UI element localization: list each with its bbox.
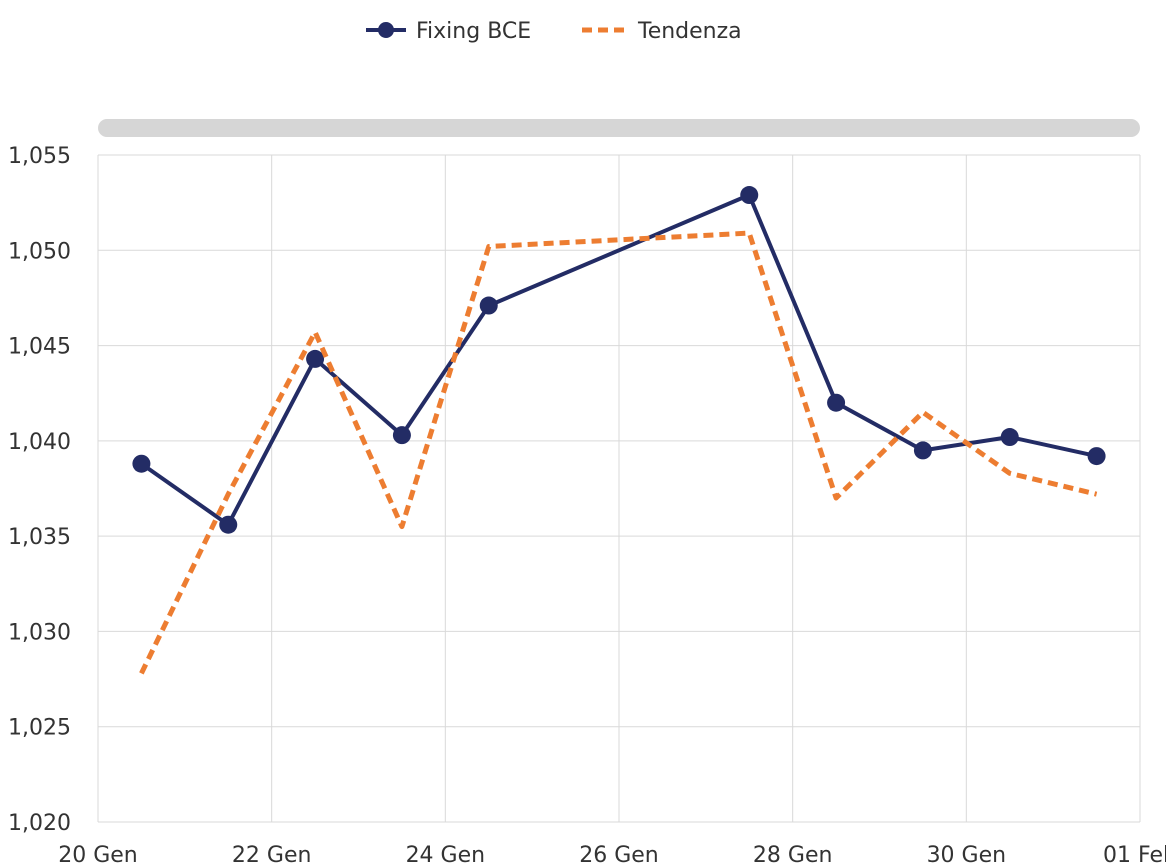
data-point-fixing-bce[interactable] xyxy=(479,296,498,315)
gridlines xyxy=(97,154,1141,823)
legend-marker-fixing-bce xyxy=(378,22,394,38)
y-tick-label: 1,055 xyxy=(8,144,71,169)
y-tick-label: 1,050 xyxy=(8,239,71,264)
x-tick-label: 20 Gen xyxy=(58,843,138,868)
data-point-fixing-bce[interactable] xyxy=(1000,428,1019,447)
legend-item-fixing-bce[interactable]: Fixing BCE xyxy=(366,19,531,44)
y-tick-label: 1,035 xyxy=(8,525,71,550)
data-point-fixing-bce[interactable] xyxy=(219,515,238,534)
x-tick-label: 22 Gen xyxy=(232,843,312,868)
series-line-tendenza xyxy=(139,230,1098,675)
y-tick-label: 1,040 xyxy=(8,430,71,455)
legend-label-tendenza: Tendenza xyxy=(637,19,742,44)
y-tick-label: 1,025 xyxy=(8,716,71,741)
legend-label-fixing-bce: Fixing BCE xyxy=(416,19,531,44)
data-point-fixing-bce[interactable] xyxy=(1087,447,1106,466)
legend: Fixing BCE Tendenza xyxy=(366,19,742,44)
data-point-fixing-bce[interactable] xyxy=(827,393,846,412)
series xyxy=(132,186,1106,675)
legend-item-tendenza[interactable]: Tendenza xyxy=(582,19,742,44)
data-point-fixing-bce[interactable] xyxy=(392,426,411,445)
y-tick-label: 1,020 xyxy=(8,811,71,836)
data-point-fixing-bce[interactable] xyxy=(306,349,325,368)
x-tick-label: 24 Gen xyxy=(406,843,486,868)
range-scrollbar[interactable] xyxy=(98,119,1140,137)
x-tick-label: 01 Feb xyxy=(1103,843,1166,868)
x-tick-label: 28 Gen xyxy=(753,843,833,868)
y-tick-label: 1,045 xyxy=(8,335,71,360)
data-point-fixing-bce[interactable] xyxy=(132,454,151,473)
axes: 1,020 1,025 1,030 1,035 1,040 1,045 1,050 1,055… xyxy=(8,144,1166,868)
x-tick-label: 26 Gen xyxy=(579,843,659,868)
data-point-fixing-bce[interactable] xyxy=(740,186,759,205)
y-tick-label: 1,030 xyxy=(8,620,71,645)
x-tick-label: 30 Gen xyxy=(927,843,1007,868)
data-point-fixing-bce[interactable] xyxy=(913,441,932,460)
